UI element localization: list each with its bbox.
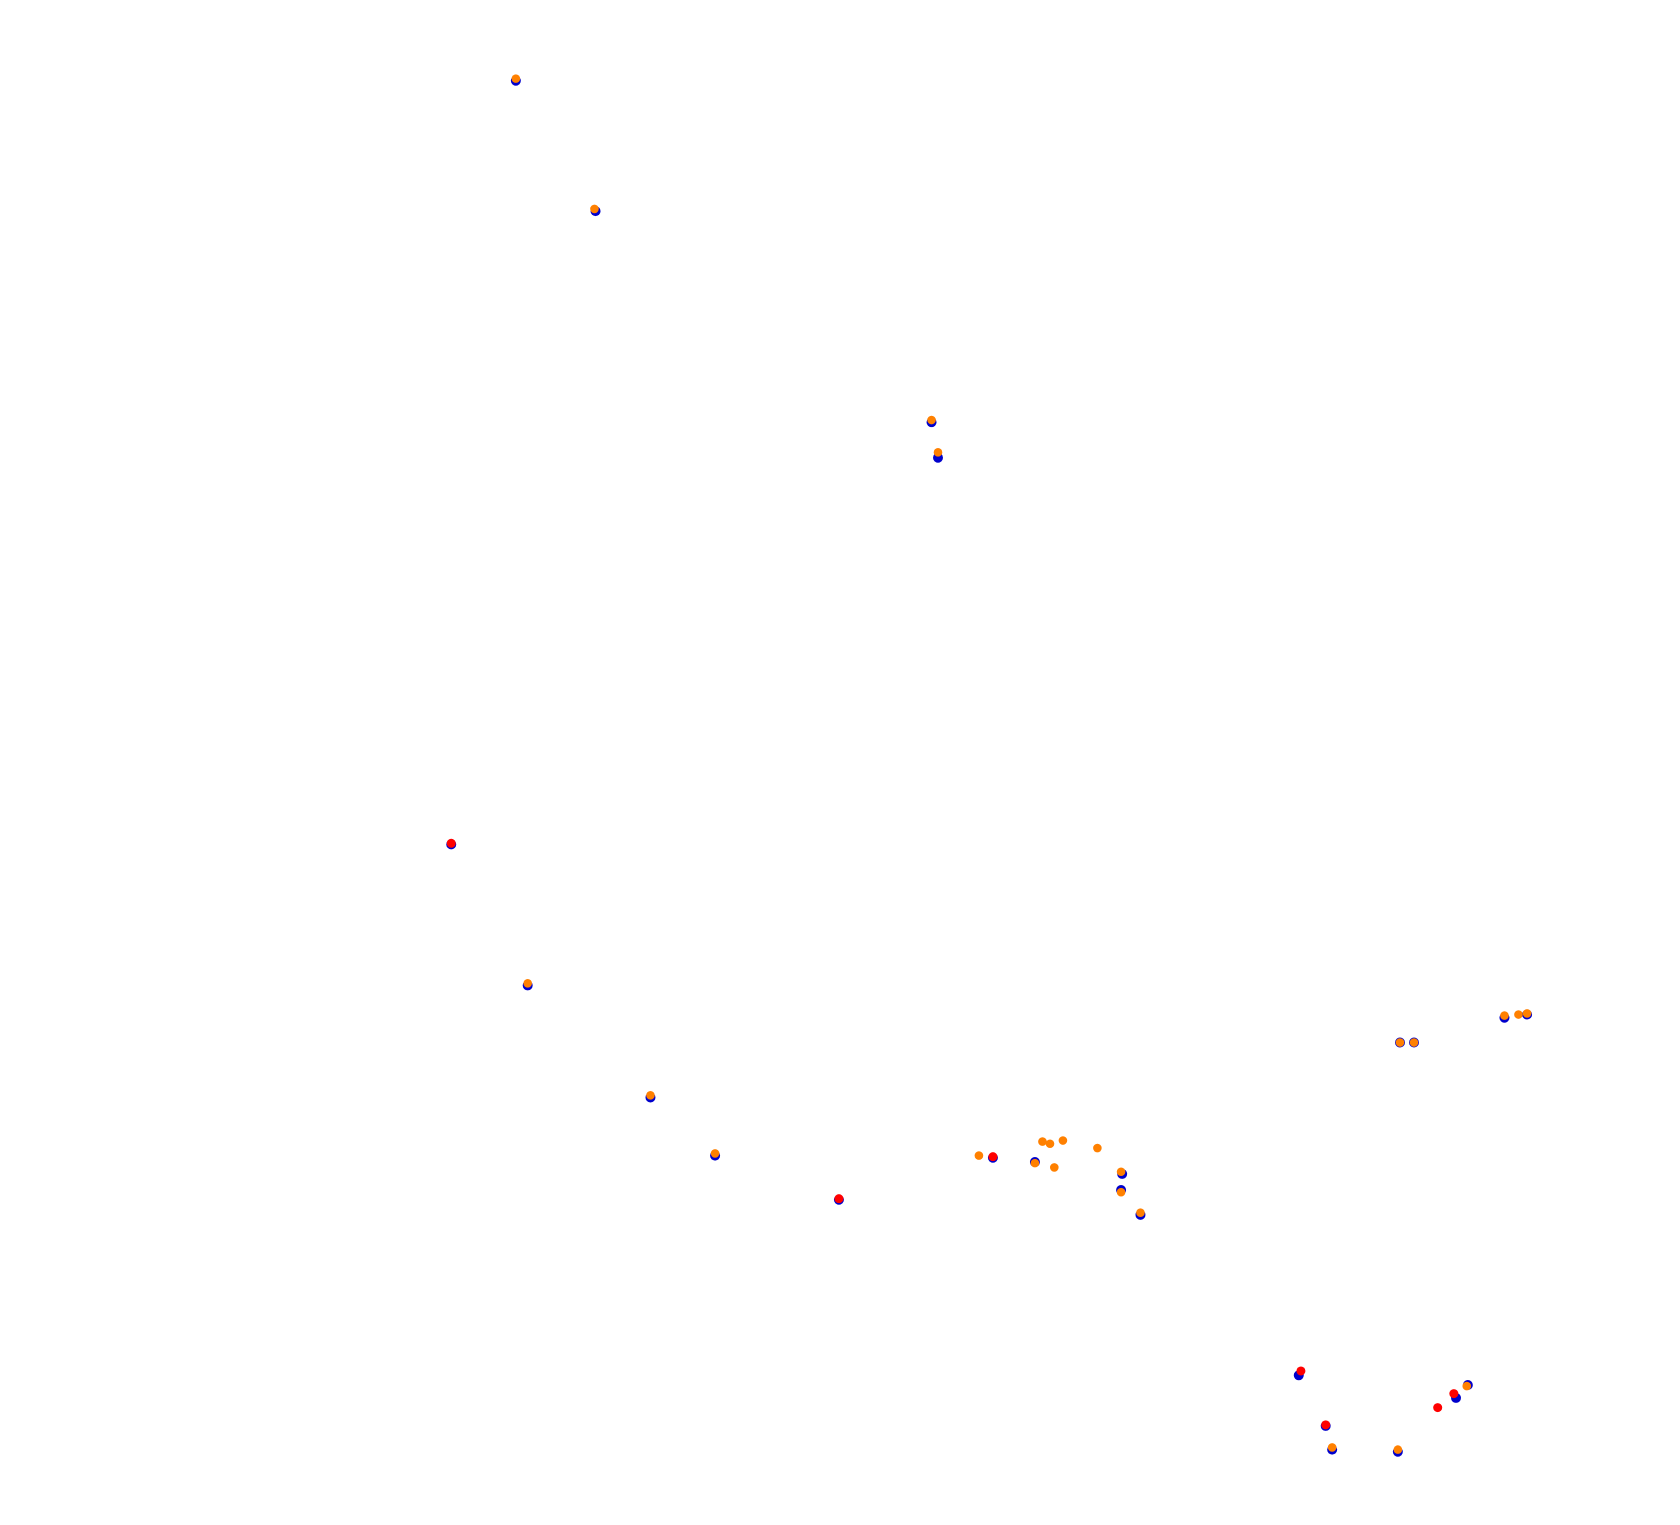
point (1433, 1403, 1443, 1413)
point (988, 1152, 998, 1162)
point (1514, 1010, 1523, 1019)
point (927, 415, 936, 425)
point (1045, 1139, 1055, 1149)
point (1136, 1208, 1145, 1217)
point (1296, 1366, 1306, 1376)
point (974, 1151, 984, 1160)
point (1116, 1167, 1126, 1177)
point (834, 1194, 844, 1204)
point (590, 204, 599, 214)
point (511, 74, 521, 83)
point (1462, 1381, 1472, 1391)
point (1522, 1009, 1532, 1018)
point (1030, 1158, 1040, 1168)
point (933, 448, 943, 457)
point (446, 838, 456, 848)
point (1449, 1389, 1459, 1399)
point (1393, 1445, 1403, 1454)
point (710, 1149, 720, 1158)
point (523, 978, 532, 988)
point (1327, 1443, 1337, 1452)
point (1409, 1038, 1419, 1047)
point (1038, 1137, 1047, 1146)
point (1395, 1038, 1405, 1047)
point (1500, 1011, 1509, 1020)
point (1050, 1163, 1059, 1172)
point (646, 1090, 655, 1100)
point (1058, 1136, 1068, 1145)
point (1321, 1420, 1331, 1430)
point (1093, 1143, 1102, 1153)
point (1116, 1187, 1126, 1197)
